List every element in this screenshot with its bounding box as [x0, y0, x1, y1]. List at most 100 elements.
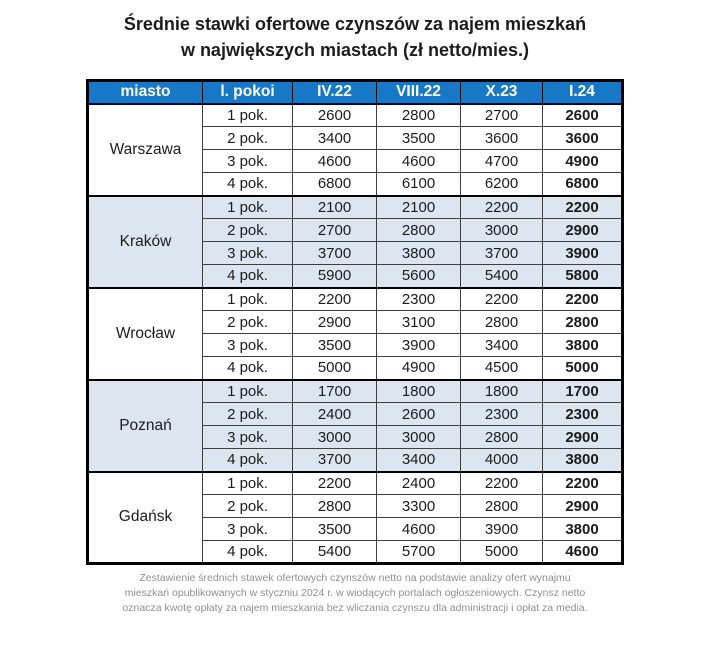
rooms-cell: 4 pok.	[202, 172, 293, 196]
value-cell: 3100	[376, 310, 461, 334]
value-cell: 3500	[376, 126, 461, 150]
value-cell: 5600	[376, 264, 461, 288]
rooms-cell: 4 pok.	[202, 356, 293, 380]
rooms-cell: 2 pok.	[202, 310, 293, 334]
value-cell: 3000	[460, 218, 543, 242]
rooms-cell: 4 pok.	[202, 448, 293, 472]
header-pokoi: l. pokoi	[202, 80, 293, 105]
rooms-cell: 4 pok.	[202, 540, 293, 564]
value-cell: 2300	[542, 402, 623, 426]
city-cell: Kraków	[87, 194, 203, 288]
value-cell: 2900	[542, 425, 623, 449]
header-i24: I.24	[542, 80, 623, 105]
value-cell: 2800	[460, 425, 543, 449]
value-cell: 3900	[460, 517, 543, 541]
value-cell: 3000	[292, 425, 377, 449]
table-row: 3 pok. 3500 4600 3900 3800	[88, 517, 623, 541]
value-cell: 5400	[460, 264, 543, 288]
value-cell: 5000	[292, 356, 377, 380]
value-cell: 3500	[292, 333, 377, 357]
value-cell: 5400	[292, 540, 377, 564]
value-cell: 2200	[460, 470, 543, 495]
value-cell: 2200	[292, 470, 377, 495]
city-cell: Gdańsk	[87, 470, 203, 564]
footer-note-line1: Zestawienie średnich stawek ofertowych c…	[139, 572, 571, 584]
table-row: 2 pok. 2800 3300 2800 2900	[88, 494, 623, 518]
rooms-cell: 3 pok.	[202, 241, 293, 265]
value-cell: 3700	[292, 448, 377, 472]
value-cell: 2300	[376, 286, 461, 311]
table-row: 3 pok. 4600 4600 4700 4900	[88, 149, 623, 173]
value-cell: 6800	[542, 172, 623, 196]
value-cell: 2200	[460, 194, 543, 219]
value-cell: 4700	[460, 149, 543, 173]
value-cell: 4900	[542, 149, 623, 173]
value-cell: 2200	[542, 194, 623, 219]
value-cell: 1800	[460, 378, 543, 403]
rooms-cell: 2 pok.	[202, 494, 293, 518]
value-cell: 2400	[376, 470, 461, 495]
value-cell: 2600	[376, 402, 461, 426]
value-cell: 2600	[292, 102, 377, 127]
value-cell: 3900	[376, 333, 461, 357]
value-cell: 2900	[542, 494, 623, 518]
rooms-cell: 3 pok.	[202, 517, 293, 541]
header-viii22: VIII.22	[376, 80, 461, 105]
rooms-cell: 3 pok.	[202, 149, 293, 173]
footer-note-line3: oznacza kwotę opłaty za najem mieszkania…	[122, 602, 588, 614]
page-title: Średnie stawki ofertowe czynszów za naje…	[0, 11, 710, 63]
rooms-cell: 1 pok.	[202, 378, 293, 403]
rent-table: miasto l. pokoi IV.22 VIII.22 X.23 I.24 …	[86, 79, 624, 565]
rooms-cell: 2 pok.	[202, 402, 293, 426]
footer-note-line2: mieszkań opublikowanych w styczniu 2024 …	[124, 587, 586, 599]
value-cell: 5800	[542, 264, 623, 288]
table-row: Wrocław 1 pok. 2200 2300 2200 2200	[87, 286, 623, 380]
value-cell: 3700	[460, 241, 543, 265]
value-cell: 3800	[542, 333, 623, 357]
value-cell: 1800	[376, 378, 461, 403]
value-cell: 2900	[292, 310, 377, 334]
value-cell: 2800	[542, 310, 623, 334]
rooms-cell: 1 pok.	[202, 286, 293, 311]
value-cell: 3500	[292, 517, 377, 541]
value-cell: 3400	[376, 448, 461, 472]
value-cell: 3600	[542, 126, 623, 150]
value-cell: 2400	[292, 402, 377, 426]
footer-note: Zestawienie średnich stawek ofertowych c…	[75, 571, 635, 616]
value-cell: 2200	[292, 286, 377, 311]
header-x23: X.23	[460, 80, 543, 105]
value-cell: 1700	[292, 378, 377, 403]
table-row: 2 pok. 3400 3500 3600 3600	[88, 126, 623, 150]
value-cell: 6100	[376, 172, 461, 196]
value-cell: 2200	[460, 286, 543, 311]
value-cell: 3800	[542, 517, 623, 541]
value-cell: 3000	[376, 425, 461, 449]
value-cell: 5000	[460, 540, 543, 564]
table-row: 2 pok. 2400 2600 2300 2300	[88, 402, 623, 426]
value-cell: 5900	[292, 264, 377, 288]
value-cell: 2800	[376, 218, 461, 242]
rooms-cell: 2 pok.	[202, 218, 293, 242]
table-row: 3 pok. 3500 3900 3400 3800	[88, 333, 623, 357]
table-row: Gdańsk 1 pok. 2200 2400 2200 2200	[87, 470, 623, 564]
value-cell: 4500	[460, 356, 543, 380]
value-cell: 5000	[542, 356, 623, 380]
city-cell: Poznań	[87, 378, 203, 472]
value-cell: 2600	[542, 102, 623, 127]
rooms-cell: 1 pok.	[202, 194, 293, 219]
table-row: 3 pok. 3700 3800 3700 3900	[88, 241, 623, 265]
value-cell: 6800	[292, 172, 377, 196]
table-row: 3 pok. 3000 3000 2800 2900	[88, 425, 623, 449]
table-row: 4 pok. 3700 3400 4000 3800	[88, 448, 623, 472]
value-cell: 4600	[376, 517, 461, 541]
page-title-line2: w największych miastach (zł netto/mies.)	[180, 40, 530, 60]
table-row: Warszawa 1 pok. 2600 2800 2700 2600	[87, 102, 623, 196]
value-cell: 2800	[292, 494, 377, 518]
header-iv22: IV.22	[292, 80, 377, 105]
value-cell: 2900	[542, 218, 623, 242]
value-cell: 5700	[376, 540, 461, 564]
table-row: 4 pok. 6800 6100 6200 6800	[88, 172, 623, 196]
page-title-line1: Średnie stawki ofertowe czynszów za naje…	[123, 14, 587, 34]
table-row: Poznań 1 pok. 1700 1800 1800 1700	[87, 378, 623, 472]
